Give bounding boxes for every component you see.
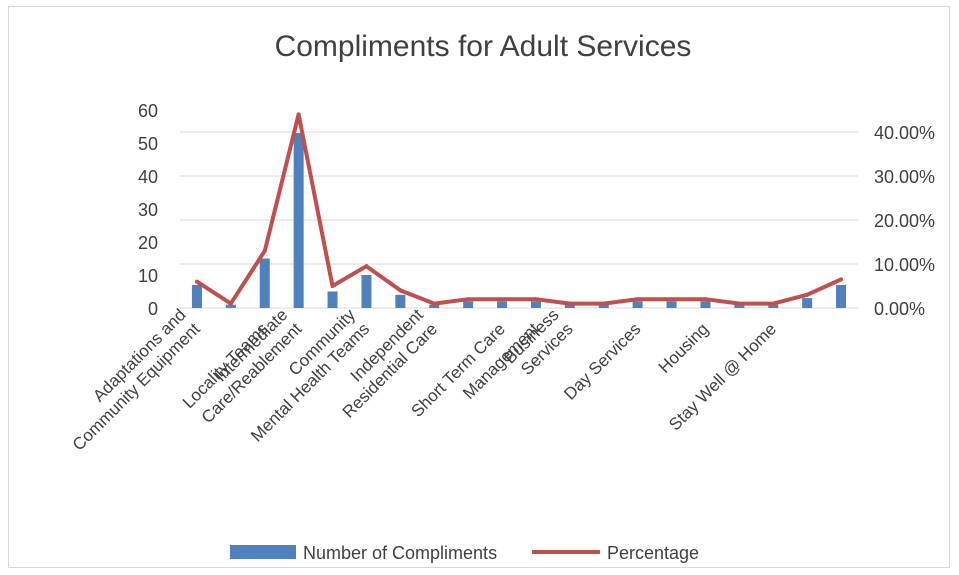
line-point: [228, 301, 233, 306]
bar[interactable]: [259, 258, 270, 309]
category-label: Adaptations andCommunity Equipment: [55, 305, 204, 454]
bar[interactable]: [293, 133, 304, 308]
legend[interactable]: Number of Compliments Percentage: [230, 543, 699, 563]
line-point: [262, 248, 267, 253]
bar[interactable]: [564, 304, 575, 308]
left-axis: 0 10 20 30 40 50 60: [138, 101, 158, 319]
right-axis-tick-label: 20.00%: [874, 211, 935, 231]
category-label: BusinessServices: [500, 305, 576, 381]
left-axis-tick-label: 60: [138, 101, 158, 121]
bar[interactable]: [598, 304, 609, 308]
line-point: [500, 297, 505, 302]
chart-title: Compliments for Adult Services: [275, 30, 692, 63]
line-point: [601, 301, 606, 306]
line-point: [533, 297, 538, 302]
left-axis-tick-label: 50: [138, 134, 158, 154]
bar[interactable]: [497, 301, 508, 308]
line-point: [737, 301, 742, 306]
left-axis-tick-label: 10: [138, 266, 158, 286]
chart-frame: [8, 6, 950, 568]
category-labels: Adaptations andCommunity EquipmentLocali…: [55, 305, 780, 455]
left-axis-tick-label: 0: [148, 299, 158, 319]
bar[interactable]: [429, 304, 440, 308]
bar[interactable]: [327, 291, 338, 309]
bar[interactable]: [530, 301, 541, 308]
bar[interactable]: [836, 284, 847, 308]
line-point: [466, 297, 471, 302]
line-point: [703, 297, 708, 302]
bar[interactable]: [632, 301, 643, 308]
left-axis-tick-label: 30: [138, 200, 158, 220]
bar[interactable]: [768, 304, 779, 308]
line-point: [567, 301, 572, 306]
legend-label-bars: Number of Compliments: [303, 543, 497, 563]
line-point: [805, 292, 810, 297]
line-point: [771, 301, 776, 306]
left-axis-tick-label: 40: [138, 167, 158, 187]
bar-series: [191, 133, 847, 309]
line-point: [330, 284, 335, 288]
line-point: [669, 297, 674, 302]
right-axis-tick-label: 40.00%: [874, 123, 935, 143]
line-point: [839, 277, 844, 282]
line-point: [432, 301, 437, 306]
bar[interactable]: [734, 304, 745, 308]
grid-lines: [180, 131, 858, 309]
bar[interactable]: [191, 284, 202, 308]
right-axis: 0.00% 10.00% 20.00% 30.00% 40.00%: [874, 123, 935, 319]
bar[interactable]: [361, 275, 372, 308]
right-axis-tick-label: 0.00%: [874, 299, 925, 319]
bar[interactable]: [802, 298, 813, 308]
right-axis-tick-label: 10.00%: [874, 255, 935, 275]
legend-label-line: Percentage: [607, 543, 699, 563]
right-axis-tick-label: 30.00%: [874, 167, 935, 187]
bar[interactable]: [395, 294, 406, 308]
bar[interactable]: [463, 301, 474, 308]
left-axis-tick-label: 20: [138, 233, 158, 253]
category-label-line: Community Equipment: [69, 319, 204, 454]
category-label-line: Housing: [655, 319, 713, 377]
bar[interactable]: [225, 304, 236, 308]
bar[interactable]: [666, 301, 677, 308]
line-point: [635, 297, 640, 302]
category-label: Housing: [655, 319, 713, 377]
legend-swatch-bars: [230, 545, 296, 559]
bar[interactable]: [700, 301, 711, 308]
line-point: [194, 279, 199, 284]
line-point: [398, 288, 403, 293]
line-point: [364, 264, 369, 269]
line-series: [194, 112, 844, 306]
percentage-line[interactable]: [195, 112, 842, 306]
line-point: [296, 112, 301, 117]
